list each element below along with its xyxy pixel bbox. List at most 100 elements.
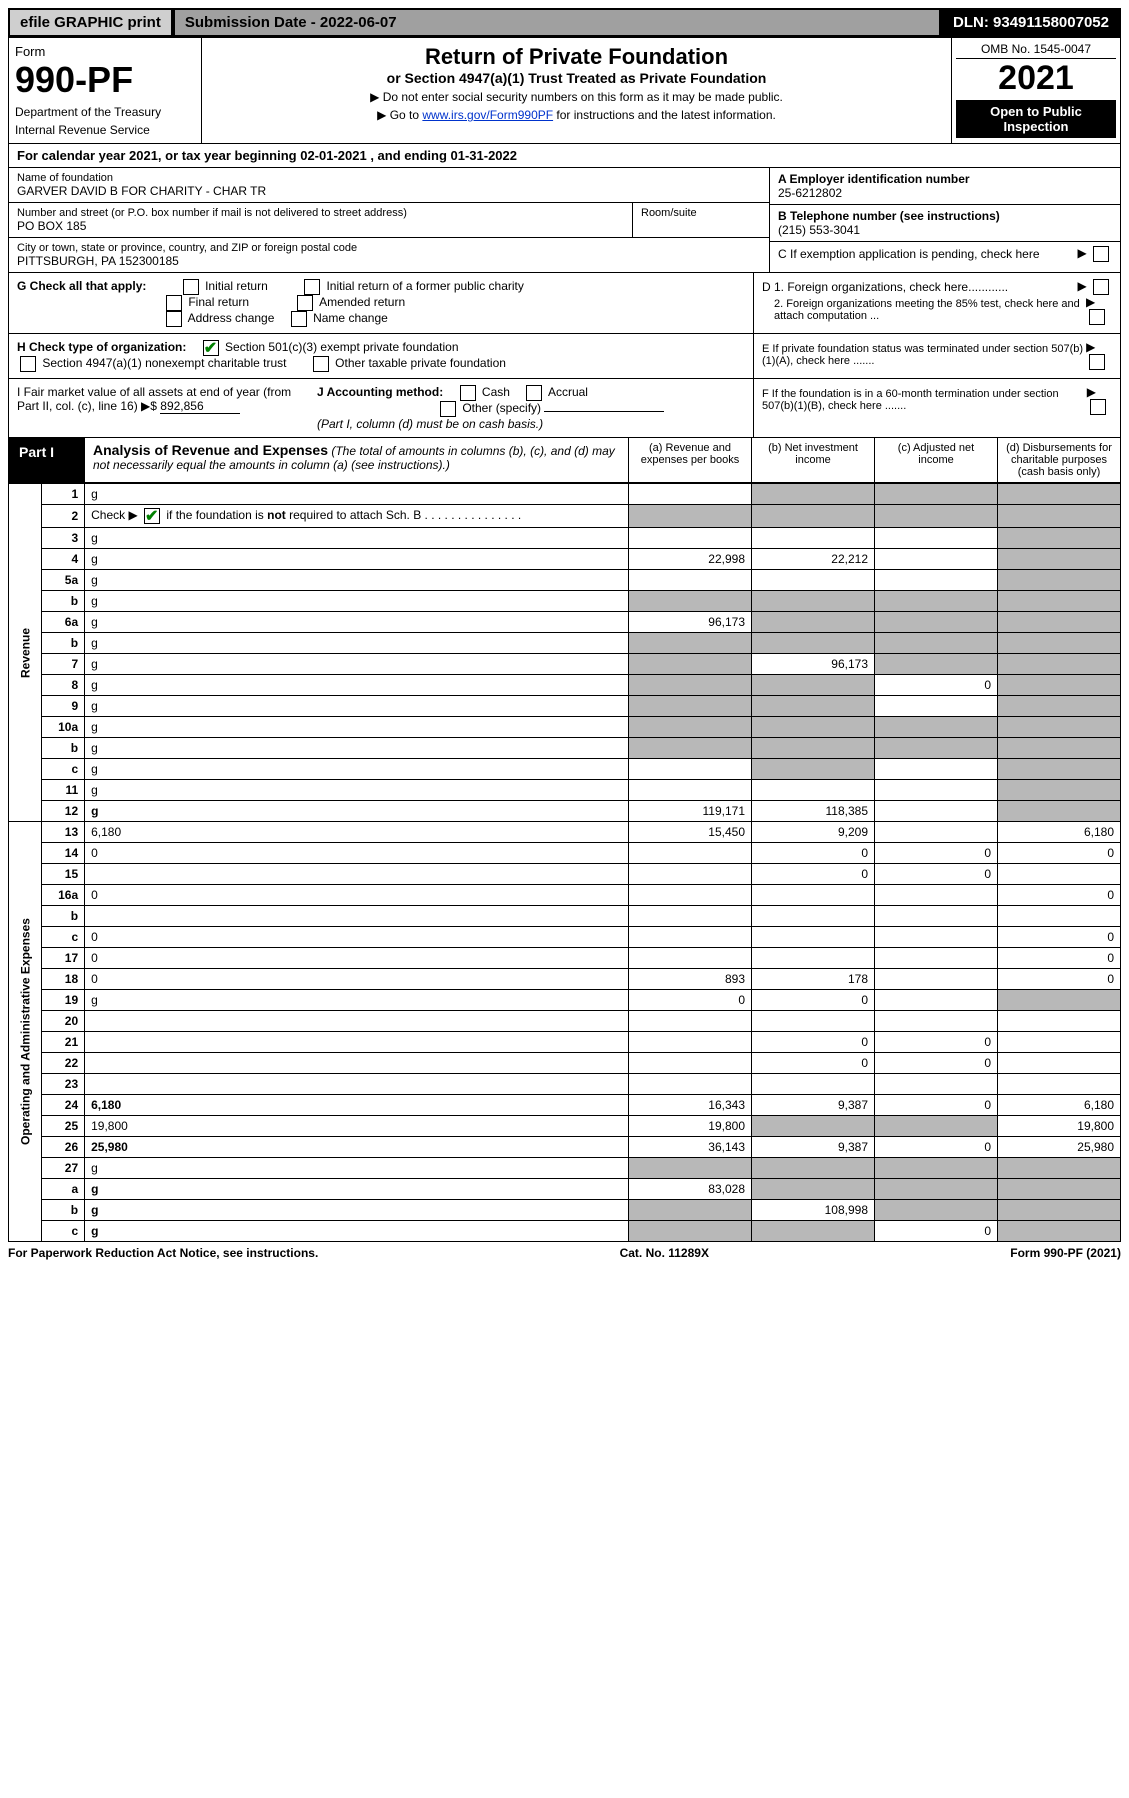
value-cell-a — [629, 948, 752, 969]
col-c-header: (c) Adjusted net income — [875, 438, 998, 482]
line-number: 15 — [42, 864, 85, 885]
section-g: G Check all that apply: Initial return I… — [9, 273, 754, 333]
value-cell-d — [998, 484, 1121, 505]
value-cell-b — [752, 612, 875, 633]
value-cell-a — [629, 1053, 752, 1074]
value-cell-b: 178 — [752, 969, 875, 990]
line-description: g — [85, 654, 629, 675]
initial-former-checkbox[interactable] — [304, 279, 320, 295]
value-cell-a — [629, 717, 752, 738]
line-number: 10a — [42, 717, 85, 738]
value-cell-a: 22,998 — [629, 549, 752, 570]
value-cell-c: 0 — [875, 864, 998, 885]
value-cell-c — [875, 612, 998, 633]
value-cell-c — [875, 738, 998, 759]
foreign-org-checkbox[interactable] — [1093, 279, 1109, 295]
phone-cell: B Telephone number (see instructions) (2… — [770, 205, 1120, 242]
line-description: Check ▶ if the foundation is not require… — [85, 505, 629, 528]
line-number: 23 — [42, 1074, 85, 1095]
value-cell-d — [998, 759, 1121, 780]
60-month-checkbox[interactable] — [1090, 399, 1106, 415]
line-description: g — [85, 612, 629, 633]
line-number: 21 — [42, 1032, 85, 1053]
value-cell-c — [875, 759, 998, 780]
line-description: 0 — [85, 885, 629, 906]
line-description: g — [85, 528, 629, 549]
table-row: 11g — [9, 780, 1121, 801]
line-description: g — [85, 1200, 629, 1221]
form-instructions-link[interactable]: www.irs.gov/Form990PF — [422, 108, 553, 122]
line-number: b — [42, 738, 85, 759]
fmv-value: 892,856 — [160, 399, 240, 414]
table-row: cg — [9, 759, 1121, 780]
value-cell-c — [875, 969, 998, 990]
value-cell-c — [875, 1200, 998, 1221]
line-number: c — [42, 927, 85, 948]
line-number: 6a — [42, 612, 85, 633]
initial-return-checkbox[interactable] — [183, 279, 199, 295]
value-cell-b: 0 — [752, 843, 875, 864]
final-return-checkbox[interactable] — [166, 295, 182, 311]
form-word: Form — [15, 44, 195, 59]
part-1-header: Part I Analysis of Revenue and Expenses … — [8, 438, 1121, 483]
501c3-checkbox[interactable] — [203, 340, 219, 356]
line-description: 0 — [85, 927, 629, 948]
line-description: g — [85, 484, 629, 505]
other-taxable-checkbox[interactable] — [313, 356, 329, 372]
efile-graphic-print-button[interactable]: efile GRAPHIC print — [10, 10, 171, 35]
exemption-pending-checkbox[interactable] — [1093, 246, 1109, 262]
value-cell-c — [875, 780, 998, 801]
line-number: 3 — [42, 528, 85, 549]
col-b-header: (b) Net investment income — [752, 438, 875, 482]
line-description: 6,180 — [85, 1095, 629, 1116]
part-1-description: Analysis of Revenue and Expenses (The to… — [85, 438, 629, 482]
table-row: 8g0 — [9, 675, 1121, 696]
value-cell-c: 0 — [875, 1137, 998, 1158]
accrual-checkbox[interactable] — [526, 385, 542, 401]
value-cell-c — [875, 549, 998, 570]
line-description — [85, 906, 629, 927]
line-description — [85, 1053, 629, 1074]
amended-return-checkbox[interactable] — [297, 295, 313, 311]
value-cell-b — [752, 1116, 875, 1137]
calendar-year-line: For calendar year 2021, or tax year begi… — [8, 144, 1121, 168]
line-description — [85, 864, 629, 885]
foundation-city: PITTSBURGH, PA 152300185 — [17, 254, 761, 268]
table-row: 1500 — [9, 864, 1121, 885]
line-description — [85, 1011, 629, 1032]
line-number: 16a — [42, 885, 85, 906]
sch-b-checkbox[interactable] — [144, 508, 160, 524]
value-cell-d: 6,180 — [998, 822, 1121, 843]
value-cell-a — [629, 1200, 752, 1221]
cash-checkbox[interactable] — [460, 385, 476, 401]
value-cell-d — [998, 612, 1121, 633]
value-cell-a — [629, 1074, 752, 1095]
table-row: ag83,028 — [9, 1179, 1121, 1200]
value-cell-a — [629, 633, 752, 654]
value-cell-d — [998, 1053, 1121, 1074]
line-description: 25,980 — [85, 1137, 629, 1158]
status-terminated-checkbox[interactable] — [1089, 354, 1105, 370]
address-change-checkbox[interactable] — [166, 311, 182, 327]
line-description: 0 — [85, 843, 629, 864]
name-change-checkbox[interactable] — [291, 311, 307, 327]
line-number: 22 — [42, 1053, 85, 1074]
table-row: 20 — [9, 1011, 1121, 1032]
other-method-checkbox[interactable] — [440, 401, 456, 417]
value-cell-d — [998, 1158, 1121, 1179]
value-cell-b: 9,387 — [752, 1137, 875, 1158]
value-cell-a — [629, 528, 752, 549]
foreign-85-checkbox[interactable] — [1089, 309, 1105, 325]
4947-checkbox[interactable] — [20, 356, 36, 372]
table-row: 2100 — [9, 1032, 1121, 1053]
line-number: 17 — [42, 948, 85, 969]
value-cell-a — [629, 906, 752, 927]
value-cell-d — [998, 1179, 1121, 1200]
section-h: H Check type of organization: Section 50… — [9, 334, 754, 378]
value-cell-a — [629, 1032, 752, 1053]
value-cell-d — [998, 1200, 1121, 1221]
value-cell-d — [998, 591, 1121, 612]
value-cell-a — [629, 696, 752, 717]
value-cell-d — [998, 990, 1121, 1011]
value-cell-b — [752, 696, 875, 717]
